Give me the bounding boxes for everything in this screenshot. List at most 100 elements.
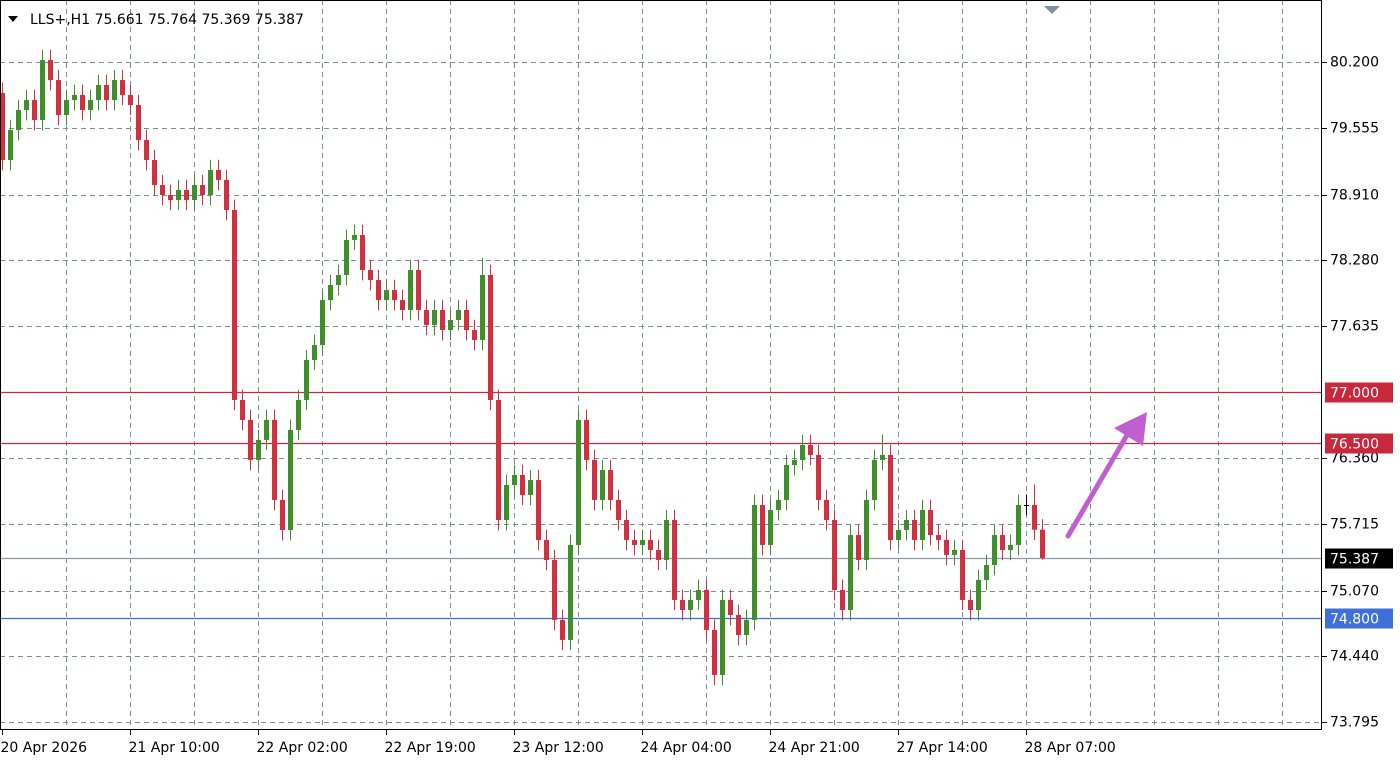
x-tick-label: 22 Apr 19:00: [385, 740, 476, 756]
close: 75.387: [255, 12, 304, 28]
candle-body: [912, 520, 917, 541]
candle-body: [40, 60, 45, 121]
candle-body: [680, 599, 685, 610]
level-label: 74.800: [1330, 612, 1379, 628]
candle-body: [208, 170, 213, 196]
level-label: 76.500: [1330, 437, 1379, 453]
candle-body: [352, 235, 357, 240]
candle-body: [768, 510, 773, 545]
candle-body: [248, 419, 253, 460]
candle-body: [504, 484, 509, 521]
candle-body: [728, 599, 733, 616]
candle-body: [384, 290, 389, 301]
candle-body: [360, 235, 365, 271]
candle-body: [784, 464, 789, 501]
candle-body: [584, 419, 589, 460]
candle-body: [368, 270, 373, 281]
candle-body: [200, 185, 205, 196]
menu-triangle: [8, 16, 18, 22]
candle-body: [920, 510, 925, 541]
y-tick-label: 77.635: [1330, 319, 1379, 335]
candle-body: [800, 445, 805, 460]
candle-body: [216, 170, 221, 181]
candle-body: [152, 160, 157, 186]
candle-body: [592, 459, 597, 501]
high: 75.764: [148, 12, 197, 28]
candle-body: [896, 530, 901, 541]
candle-body: [128, 94, 133, 105]
plot-frame: [0, 0, 1322, 730]
candle-body: [224, 180, 229, 210]
candle-body: [904, 520, 909, 531]
candle-body: [96, 85, 101, 101]
candle-body: [344, 239, 349, 275]
x-tick-label: 23 Apr 12:00: [513, 740, 604, 756]
candle-body: [120, 80, 125, 95]
candle-body: [72, 94, 77, 101]
candle-body: [56, 80, 61, 115]
y-tick-label: 73.795: [1330, 715, 1379, 731]
x-tick-label: 24 Apr 21:00: [769, 740, 860, 756]
candle-body: [432, 310, 437, 325]
candle-body: [8, 130, 13, 161]
candle-body: [608, 470, 613, 501]
candle-body: [176, 189, 181, 200]
symbol: LLS+,H1: [30, 12, 90, 28]
candle-body: [488, 274, 493, 400]
y-tick-label: 78.280: [1330, 253, 1379, 269]
candle-body: [104, 85, 109, 101]
candle-body: [32, 100, 37, 121]
candle-body: [984, 565, 989, 580]
candle-body: [464, 310, 469, 331]
candle-body: [992, 535, 997, 566]
candle-body: [1008, 544, 1013, 550]
candle-body: [256, 439, 261, 460]
candle-body: [112, 80, 117, 101]
candle-body: [328, 284, 333, 301]
candle-body: [632, 540, 637, 545]
candle-body: [512, 474, 517, 485]
candles: [0, 49, 1045, 686]
arrow-shaft: [1065, 427, 1133, 539]
x-tick-label: 21 Apr 10:00: [129, 740, 220, 756]
y-tick-label: 79.555: [1330, 121, 1379, 137]
candle-body: [1016, 504, 1021, 545]
candle-body: [872, 459, 877, 501]
candle-body: [312, 344, 317, 361]
candle-body: [672, 520, 677, 600]
candle-body: [304, 360, 309, 400]
trend-arrow: [1065, 412, 1147, 539]
price-label-box: [1325, 548, 1393, 569]
candle-body: [824, 500, 829, 521]
candle-body: [520, 474, 525, 495]
candle-body: [136, 104, 141, 141]
candle-body: [1024, 504, 1029, 506]
candle-body: [288, 429, 293, 531]
candle-body: [552, 559, 557, 620]
candle-body: [664, 520, 669, 560]
candle-body: [816, 455, 821, 501]
candle-body: [688, 599, 693, 610]
candle-body: [1000, 535, 1005, 550]
candle-body: [840, 589, 845, 610]
y-tick-label: 80.200: [1330, 55, 1379, 71]
x-tick-label: 22 Apr 02:00: [257, 740, 348, 756]
candle-body: [976, 579, 981, 610]
candle-body: [960, 549, 965, 600]
candle-body: [272, 419, 277, 501]
candle-body: [808, 445, 813, 456]
candle-body: [64, 100, 69, 115]
candle-body: [736, 615, 741, 636]
candle-body: [48, 60, 53, 81]
x-tick-label: 28 Apr 07:00: [1025, 740, 1116, 756]
candle-body: [752, 504, 757, 620]
candle-body: [616, 500, 621, 521]
candle-body: [320, 300, 325, 345]
candle-body: [424, 310, 429, 325]
candle-body: [24, 100, 29, 111]
candle-body: [392, 290, 397, 301]
candle-body: [88, 100, 93, 111]
candle-body: [856, 535, 861, 560]
candle-body: [376, 280, 381, 301]
